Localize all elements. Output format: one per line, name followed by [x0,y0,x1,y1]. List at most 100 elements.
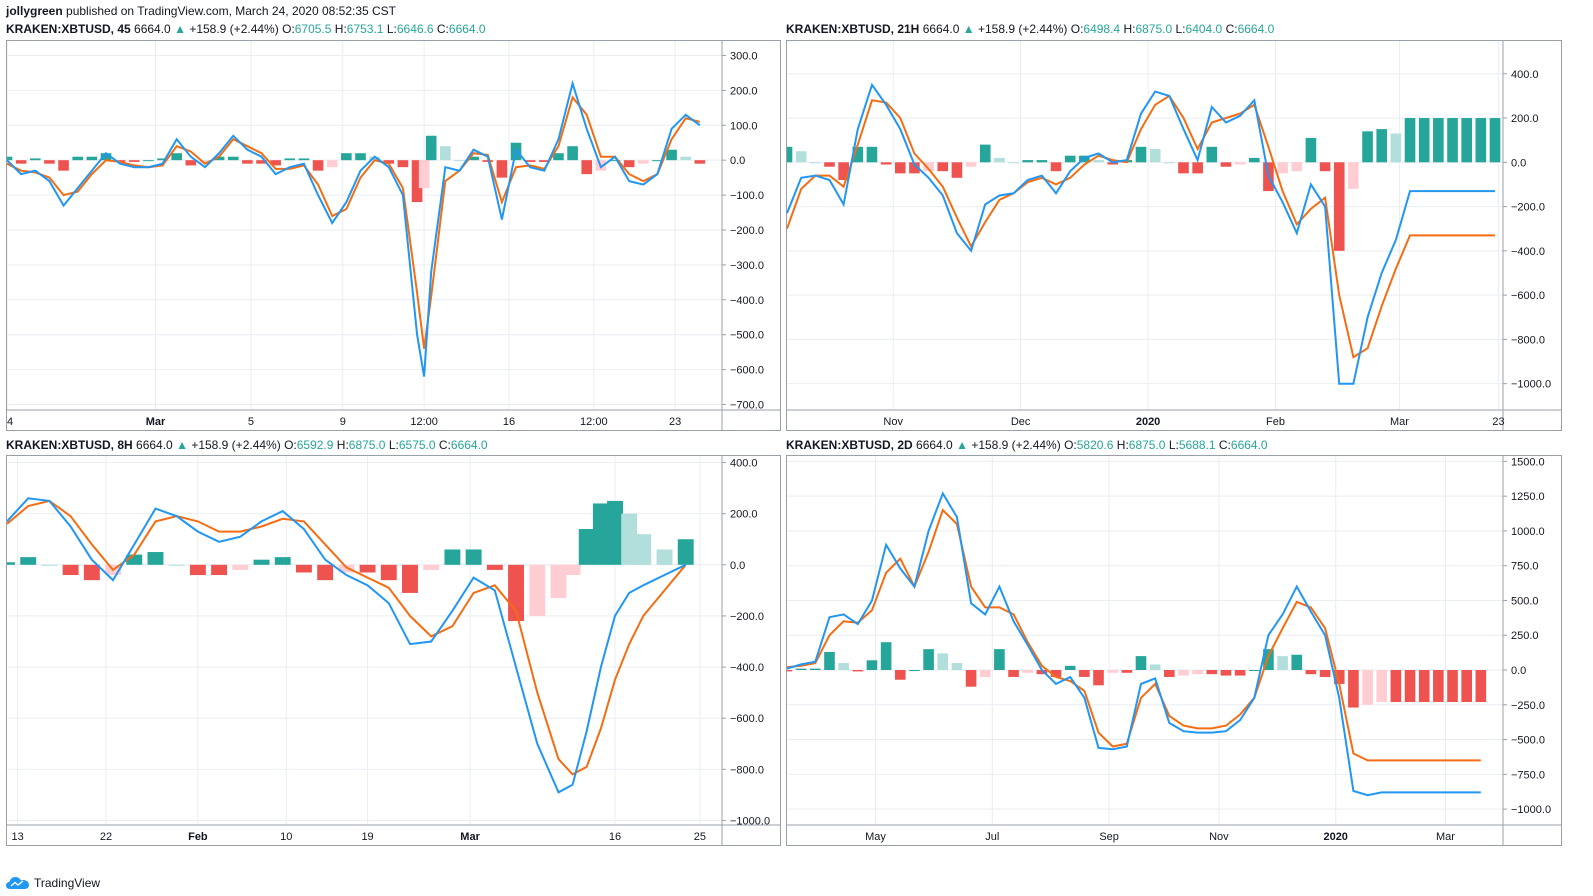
y-tick-label: 0.0 [730,155,745,167]
x-tick-label: 16 [503,416,515,428]
histogram-bar [1149,664,1161,671]
histogram-bar [1263,649,1274,671]
change-value: +158.9 (+2.44%) [189,22,279,36]
histogram-bar [444,549,461,565]
histogram-bar [529,564,546,616]
open-value: 6705.5 [294,22,332,36]
macd-chart-45[interactable]: 300.0 200.0 100.0 0.0 −100.0 −200.0 −300.0 −400… [7,41,781,431]
histogram-bar [423,564,440,570]
histogram-bar [62,564,79,576]
chart-panel-45[interactable]: 300.0 200.0 100.0 0.0 −100.0 −200.0 −300.0 −400… [6,40,781,431]
symbol-label: KRAKEN:XBTUSD, 45 [6,22,131,36]
author-name[interactable]: jollygreen [6,4,63,18]
histogram-bar [564,564,581,576]
y-tick-label: 500.0 [1511,595,1539,607]
macd-chart-2d[interactable]: 1500.0 1250.0 1000.0 750.0 500.0 250.0 0.0 −250… [787,456,1562,846]
histogram-bar [211,564,228,576]
close-value: 6664.0 [1230,438,1268,452]
histogram-bar [7,562,15,565]
histogram-bar [454,160,465,162]
histogram-bar [880,642,892,671]
close-value: 6664.0 [1237,22,1275,36]
chart-header-8h: KRAKEN:XBTUSD, 8H 6664.0 ▲ +158.9 (+2.44… [6,438,488,452]
histogram-bar [795,151,807,163]
x-tick-label: Sep [1099,831,1119,843]
x-tick-label: 19 [361,831,373,843]
histogram-bar [951,162,963,178]
y-tick-label: −800.0 [1511,334,1545,346]
low-value: 6404.0 [1185,22,1223,36]
tradingview-logo[interactable]: TradingView [6,876,100,890]
macd-line [787,82,1495,385]
histogram-bar [677,539,694,565]
chart-panel-2d[interactable]: 1500.0 1250.0 1000.0 750.0 500.0 250.0 0.0 −250… [786,455,1562,846]
macd-line [7,497,687,794]
histogram-bar [7,156,13,161]
x-tick-label: 9 [340,416,346,428]
last-price: 6664.0 [136,438,173,452]
histogram-bar [1362,131,1373,163]
histogram-bar [380,564,397,581]
histogram-bar [1475,118,1487,163]
histogram-bar [994,649,1005,671]
y-tick-label: −1000.0 [1511,379,1551,391]
y-tick-label: −1000.0 [1511,804,1551,816]
histogram-bar [317,564,334,581]
histogram-bar [411,160,423,203]
y-tick-label: −600.0 [1511,290,1545,302]
y-tick-label: 200.0 [730,509,758,521]
x-tick-label: 16 [609,831,621,843]
histogram-bar [284,158,296,161]
histogram-bar [147,552,164,565]
histogram-bar [923,649,934,671]
histogram-bar [496,160,508,178]
histogram-bar [838,663,849,671]
y-tick-label: 0.0 [1511,157,1526,169]
y-tick-label: −600.0 [730,365,764,377]
histogram-bar [866,146,878,163]
y-tick-label: −400.0 [730,295,764,307]
histogram-bar [274,557,291,565]
histogram-bar [524,160,536,162]
x-tick-label: 13 [11,831,23,843]
histogram-bar [1206,670,1218,675]
y-tick-label: 200.0 [730,85,758,97]
histogram-bar [1135,146,1147,163]
histogram-bar [787,146,793,163]
histogram-bar [1461,118,1472,163]
x-tick-label: 23 [669,416,681,428]
histogram-bar [1291,654,1303,671]
histogram-bar [567,146,578,161]
histogram-bar [1390,133,1402,163]
histogram-bar [795,668,807,671]
x-tick-label: Mar [1436,831,1455,843]
x-tick-label: 12:00 [580,416,608,428]
histogram-bar [607,500,623,565]
histogram-bar [44,160,55,164]
histogram-bar [440,146,451,161]
change-value: +158.9 (+2.44%) [191,438,281,452]
macd-chart-21h[interactable]: 400.0 200.0 0.0 −200.0 −400.0 −600.0 −800.0 −10… [787,41,1562,431]
histogram-bar [694,160,706,164]
x-tick-label: Mar [1390,416,1409,428]
histogram-bar [894,162,906,174]
histogram-bar [29,158,41,161]
histogram-bar [425,135,437,161]
histogram-bar [369,156,380,161]
histogram-bar [1022,160,1034,163]
histogram-bar [126,554,143,565]
symbol-label: KRAKEN:XBTUSD, 2D [786,438,913,452]
histogram-bar [1064,155,1076,163]
chart-panel-8h[interactable]: 400.0 200.0 0.0 −200.0 −400.0 −600.0 −800.0 −10… [6,455,781,846]
histogram-bar [1178,162,1189,174]
histogram-bar [86,156,98,161]
macd-chart-8h[interactable]: 400.0 200.0 0.0 −200.0 −400.0 −600.0 −800.0 −10… [7,456,781,846]
histogram-bar [1305,137,1317,163]
brand-label: TradingView [34,876,101,890]
histogram-bar [652,160,663,162]
histogram-bar [298,158,310,161]
histogram-bar [1164,670,1175,677]
y-tick-label: 200.0 [1511,113,1539,125]
chart-panel-21h[interactable]: 400.0 200.0 0.0 −200.0 −400.0 −600.0 −800.0 −10… [786,40,1562,431]
histogram-bar [397,160,409,168]
